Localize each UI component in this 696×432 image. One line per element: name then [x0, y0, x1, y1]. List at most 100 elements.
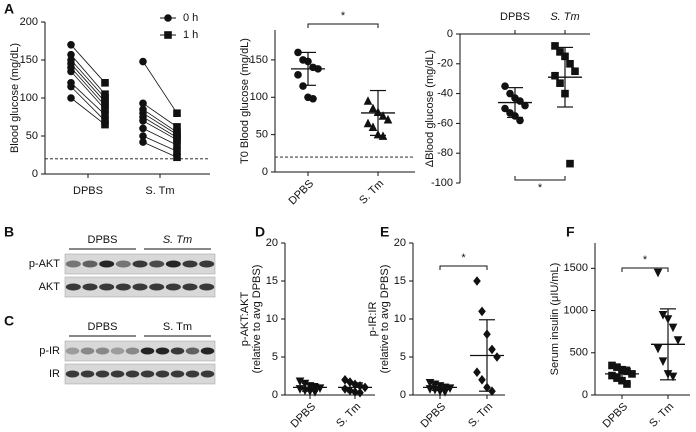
point — [653, 268, 663, 278]
point — [101, 105, 109, 114]
point — [658, 357, 668, 367]
y-tick-label: 10 — [266, 313, 278, 325]
pair-line — [142, 61, 178, 114]
point — [363, 96, 373, 105]
blot-band — [140, 370, 155, 378]
blot-band — [110, 370, 125, 378]
point — [653, 344, 663, 354]
blot-band — [149, 283, 165, 291]
y-tick-label: 0 — [32, 168, 38, 180]
point — [139, 99, 147, 108]
legend-marker — [164, 14, 172, 22]
pair-line — [70, 59, 106, 99]
point — [356, 387, 364, 398]
y-axis-label: (relative to avg DPBS) — [379, 265, 391, 374]
legend-marker — [164, 31, 172, 39]
point — [173, 123, 181, 131]
point — [139, 124, 147, 133]
blot-band — [170, 347, 185, 355]
blot-band — [149, 260, 165, 268]
y-tick-label: 15 — [266, 275, 278, 287]
y-tick-label: 100 — [250, 91, 268, 103]
blot-band — [170, 370, 185, 378]
y-tick-label: 1000 — [564, 304, 588, 316]
blot-band — [99, 260, 115, 268]
blot-band — [65, 283, 81, 291]
y-axis-label: p-AKT:AKT — [239, 292, 251, 347]
y-tick-label: 10 — [394, 313, 406, 325]
pair-line — [70, 63, 106, 103]
y-axis-label: ΔBlood glucose (mg/dL) — [424, 50, 436, 167]
pair-line — [70, 71, 106, 110]
blot — [64, 363, 216, 385]
point — [139, 132, 147, 140]
pair-line — [70, 86, 106, 122]
point — [501, 104, 509, 113]
point — [294, 48, 302, 57]
blot-band — [200, 370, 215, 378]
pair-line — [70, 44, 106, 84]
y-tick-label: 50 — [256, 129, 268, 141]
point — [445, 384, 455, 393]
blot-band — [185, 347, 200, 355]
point — [493, 352, 501, 362]
point — [294, 71, 302, 79]
significance-label: * — [461, 252, 466, 264]
point — [383, 114, 393, 124]
point — [501, 82, 509, 90]
point — [101, 110, 109, 119]
blot-band — [140, 347, 155, 355]
y-tick-label: -20 — [437, 58, 453, 70]
point — [551, 42, 559, 50]
pair-line — [70, 54, 106, 95]
pair-line — [142, 128, 178, 146]
point — [173, 136, 181, 144]
pair-line — [142, 141, 178, 158]
blot-band — [82, 283, 98, 291]
significance-bracket — [307, 23, 379, 28]
point — [139, 57, 147, 66]
blot-band — [110, 347, 125, 355]
point — [478, 306, 486, 317]
y-tick-label: 1500 — [564, 262, 588, 274]
blot-band — [165, 283, 181, 291]
legend-label: 1 h — [183, 29, 198, 41]
y-tick-label: 5 — [272, 351, 278, 363]
point — [488, 344, 496, 355]
y-tick-label: 0 — [582, 389, 588, 401]
blot-band — [165, 260, 181, 268]
blot-band — [99, 283, 115, 291]
y-tick-label: 20 — [266, 237, 278, 249]
blot-band — [200, 347, 215, 355]
significance-label: * — [643, 254, 648, 266]
y-tick-label: 500 — [570, 347, 588, 359]
pair-line — [142, 116, 178, 138]
significance-bracket — [439, 265, 488, 270]
blot-group-label: S. Tm — [163, 234, 192, 246]
pair-line — [142, 135, 178, 152]
blot-band — [115, 260, 131, 268]
blot-band — [185, 370, 200, 378]
point — [623, 367, 631, 376]
point — [341, 375, 349, 385]
blot-group-label: DPBS — [88, 321, 118, 333]
point — [521, 101, 529, 110]
blot-group-label: DPBS — [88, 234, 118, 246]
point — [516, 116, 524, 125]
point — [473, 276, 481, 286]
x-tick-label: S. Tm — [550, 11, 579, 23]
point — [299, 82, 307, 90]
pair-line — [142, 120, 178, 141]
blot-band — [95, 370, 110, 378]
blot-band — [199, 283, 215, 291]
point — [67, 50, 75, 59]
point — [101, 120, 109, 129]
x-tick-label: DPBS — [73, 185, 103, 197]
blot-band — [95, 347, 110, 355]
y-tick-label: 150 — [250, 54, 268, 66]
point — [139, 138, 147, 146]
y-tick-label: -100 — [431, 177, 453, 189]
y-tick-label: 0 — [447, 28, 453, 40]
blot-band — [125, 347, 140, 355]
point — [668, 372, 678, 382]
